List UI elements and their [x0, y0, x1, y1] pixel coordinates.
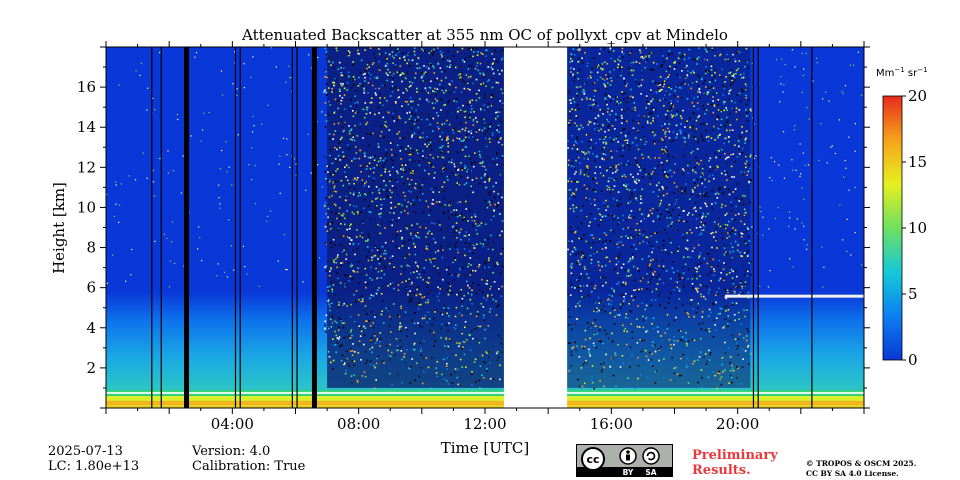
- x-tick-label: 16:00: [590, 415, 633, 433]
- calibration-text: Calibration: True: [192, 459, 306, 474]
- x-tick-label: 12:00: [463, 415, 506, 433]
- y-tick-label: 4: [86, 319, 96, 337]
- data-dropout-line: [757, 47, 759, 408]
- date-text: 2025-07-13: [48, 444, 123, 459]
- boundary-layer-band: [106, 400, 864, 405]
- data-dropout-line: [315, 47, 317, 408]
- y-tick-label: 8: [86, 239, 96, 257]
- daytime-noise: [106, 47, 865, 390]
- colorbar-tick-label: 5: [908, 285, 918, 303]
- meta-mid: Version: 4.0 Calibration: True: [192, 444, 305, 474]
- x-axis-label: Time [UTC]: [441, 439, 530, 457]
- colorbar-ticks: 0 5 10 15 20: [902, 87, 927, 369]
- svg-text:SA: SA: [645, 468, 656, 476]
- lc-text: LC: 1.80e+13: [48, 459, 140, 474]
- cc-icon: cc: [586, 453, 599, 466]
- data-dropout-line: [151, 47, 153, 408]
- colorbar-unit-label: Mm−1 sr−1: [876, 66, 928, 79]
- preliminary-notice: Preliminary Results.: [692, 448, 778, 478]
- data-dropout-line: [311, 47, 317, 408]
- data-dropout-line: [811, 47, 813, 408]
- axis-ticks: 04:00 08:00 12:00 16:00 20:00 2 4 6 8 10 12 14 16: [77, 41, 870, 433]
- sa-share-icon: [642, 447, 660, 465]
- version-text: Version: 4.0: [192, 444, 271, 459]
- data-dropout-line: [291, 47, 293, 408]
- x-tick-label: 08:00: [337, 415, 380, 433]
- data-dropout-line: [160, 47, 162, 408]
- x-tick-label: 20:00: [716, 415, 759, 433]
- cc-license-badge: cc BY SA: [576, 444, 673, 477]
- data-dropout-line: [752, 47, 755, 408]
- data-dropout-line: [184, 47, 190, 408]
- y-tick-label: 2: [86, 359, 96, 377]
- y-tick-label: 6: [86, 279, 96, 297]
- chart-title: Attenuated Backscatter at 355 nm OC of p…: [241, 26, 728, 44]
- data-dropout-line: [239, 47, 241, 408]
- colorbar: [882, 95, 903, 361]
- y-tick-label: 14: [77, 118, 96, 136]
- data-gap: [503, 47, 568, 408]
- cloud-layer: [725, 294, 864, 298]
- meta-left: 2025-07-13 LC: 1.80e+13: [48, 444, 139, 474]
- y-axis-label: Height [km]: [50, 182, 68, 274]
- data-dropout-line: [187, 47, 189, 408]
- boundary-layer-band: [106, 395, 864, 401]
- y-tick-label: 16: [77, 78, 96, 96]
- colorbar-tick-label: 15: [908, 153, 927, 171]
- boundary-layer-band: [106, 404, 864, 408]
- svg-text:BY: BY: [623, 468, 634, 476]
- heatmap-area: [106, 47, 865, 408]
- colorbar-tick-label: 20: [908, 87, 927, 105]
- colorbar-tick-label: 0: [908, 351, 918, 369]
- y-tick-label: 12: [77, 158, 96, 176]
- data-dropout-line: [234, 47, 237, 408]
- copyright-notice: © TROPOS & OSCM 2025. CC BY SA 4.0 Licen…: [806, 459, 917, 478]
- boundary-layer-top: [106, 391, 864, 394]
- data-dropout-line: [296, 47, 298, 408]
- y-tick-label: 10: [77, 198, 96, 216]
- colorbar-tick-label: 10: [908, 219, 927, 237]
- x-tick-label: 04:00: [211, 415, 254, 433]
